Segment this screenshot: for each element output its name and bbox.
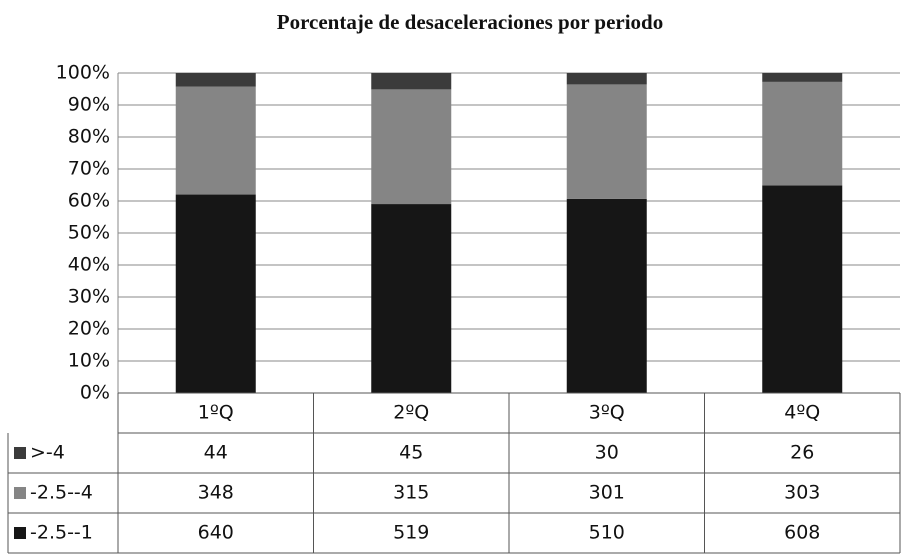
x-tick-label: 2ºQ [393,402,429,424]
y-tick-label: 50% [68,222,110,244]
bar-segment [175,73,256,87]
legend-label: >-4 [30,442,65,464]
x-tick-label: 1ºQ [198,402,234,424]
bar-segment [762,185,843,393]
bar-segment [371,89,452,205]
y-tick-label: 90% [68,94,110,116]
table-cell: 608 [784,522,820,544]
y-tick-label: 60% [68,190,110,212]
table-cell: 315 [393,482,429,504]
legend-label: -2.5--4 [30,482,93,504]
bar-segment [175,194,256,393]
bar-segment [371,73,452,90]
y-tick-label: 40% [68,254,110,276]
legend-swatch [14,447,26,459]
y-tick-label: 100% [56,62,110,84]
table-cell: 510 [589,522,625,544]
bar-segment [566,84,647,199]
table-cell: 30 [595,442,619,464]
table-cell: 44 [204,442,228,464]
y-tick-label: 20% [68,318,110,340]
chart-title: Porcentaje de desaceleraciones por perio… [277,10,663,34]
table-cell: 348 [198,482,234,504]
table-cell: 640 [198,522,234,544]
y-tick-label: 0% [80,382,110,404]
x-tick-label: 4ºQ [784,402,820,424]
bar-segment [566,73,647,85]
legend-label: -2.5--1 [30,522,93,544]
y-tick-label: 80% [68,126,110,148]
table-cell: 519 [393,522,429,544]
bar-segment [762,73,843,82]
bar-segment [566,198,647,393]
x-tick-label: 3ºQ [589,402,625,424]
bar-segment [371,204,452,393]
y-tick-label: 30% [68,286,110,308]
legend-swatch [14,527,26,539]
bar-segment [175,86,256,195]
table-cell: 301 [589,482,625,504]
y-tick-label: 10% [68,350,110,372]
legend-swatch [14,487,26,499]
bar-segment [762,81,843,186]
table-cell: 303 [784,482,820,504]
table-cell: 45 [399,442,423,464]
table-cell: 26 [790,442,814,464]
y-tick-label: 70% [68,158,110,180]
